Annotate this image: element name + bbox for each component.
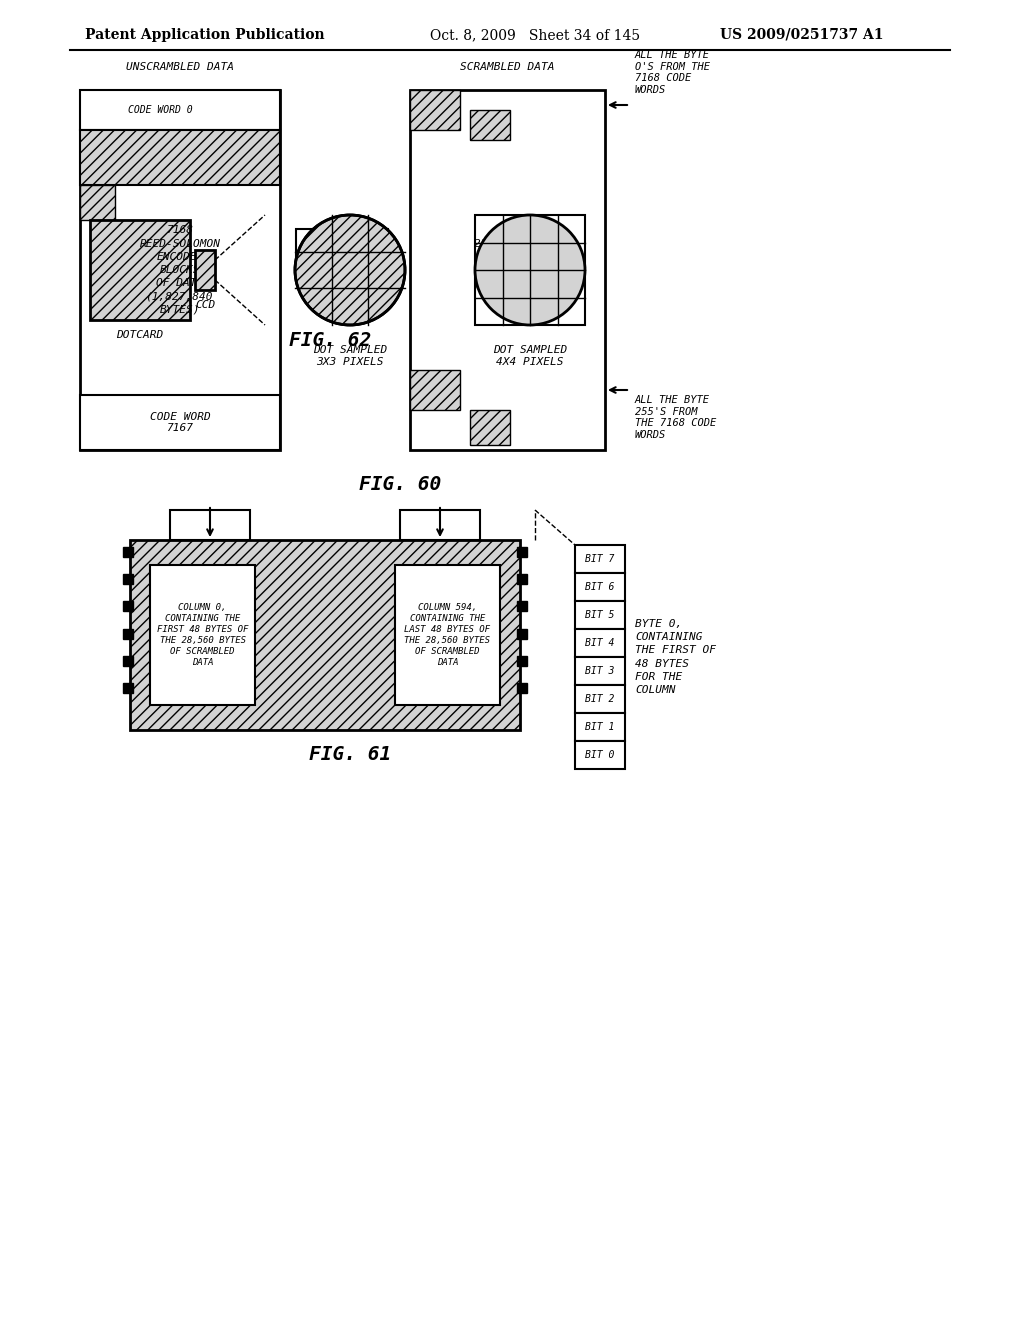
Text: BIT 3: BIT 3 bbox=[586, 667, 614, 676]
Bar bbox=[400, 510, 480, 540]
Bar bbox=[123, 548, 133, 557]
Text: FIG. 62: FIG. 62 bbox=[289, 330, 371, 350]
Text: DOT SAMPLED
3X3 PIXELS: DOT SAMPLED 3X3 PIXELS bbox=[313, 345, 387, 367]
Bar bbox=[123, 682, 133, 693]
Bar bbox=[470, 110, 510, 140]
Bar bbox=[410, 370, 460, 411]
Text: SCRAMBLED DATA: SCRAMBLED DATA bbox=[460, 62, 555, 73]
Bar bbox=[410, 90, 460, 129]
Circle shape bbox=[295, 215, 406, 325]
Text: 255 BLOCKS
EACH 7168
BYTES LONG
(1,827,840
BYTES): 255 BLOCKS EACH 7168 BYTES LONG (1,827,8… bbox=[474, 239, 542, 301]
Bar bbox=[517, 574, 527, 585]
Text: CODE WORD 0: CODE WORD 0 bbox=[128, 106, 193, 115]
Bar bbox=[123, 574, 133, 585]
Bar bbox=[195, 249, 215, 290]
Text: CCD: CCD bbox=[195, 300, 215, 310]
Bar bbox=[575, 601, 625, 630]
Bar bbox=[123, 628, 133, 639]
Text: DOTCARD: DOTCARD bbox=[117, 330, 164, 341]
Bar bbox=[123, 602, 133, 611]
Bar bbox=[80, 395, 280, 450]
Bar bbox=[130, 540, 520, 730]
Text: COLUMN 594,
CONTAINING THE
LAST 48 BYTES OF
THE 28,560 BYTES
OF SCRAMBLED
DATA: COLUMN 594, CONTAINING THE LAST 48 BYTES… bbox=[404, 603, 490, 667]
Text: BIT 1: BIT 1 bbox=[586, 722, 614, 733]
Circle shape bbox=[475, 215, 585, 325]
Text: ALL THE BYTE
255'S FROM
THE 7168 CODE
WORDS: ALL THE BYTE 255'S FROM THE 7168 CODE WO… bbox=[635, 395, 716, 440]
Text: BIT 0: BIT 0 bbox=[586, 750, 614, 760]
Bar bbox=[575, 630, 625, 657]
Bar bbox=[517, 602, 527, 611]
Text: BYTE 0,
CONTAINING
THE FIRST OF
48 BYTES
FOR THE
COLUMN: BYTE 0, CONTAINING THE FIRST OF 48 BYTES… bbox=[635, 619, 716, 696]
Text: BIT 4: BIT 4 bbox=[586, 638, 614, 648]
Text: BIT 7: BIT 7 bbox=[586, 554, 614, 564]
Text: BIT 2: BIT 2 bbox=[586, 694, 614, 704]
Bar bbox=[80, 90, 280, 450]
Bar bbox=[475, 215, 585, 325]
Bar bbox=[517, 548, 527, 557]
Text: Oct. 8, 2009   Sheet 34 of 145: Oct. 8, 2009 Sheet 34 of 145 bbox=[430, 28, 640, 42]
Bar bbox=[150, 565, 255, 705]
Bar bbox=[575, 545, 625, 573]
Bar bbox=[575, 685, 625, 713]
Bar bbox=[80, 185, 115, 220]
Text: BIT 6: BIT 6 bbox=[586, 582, 614, 591]
Bar bbox=[517, 682, 527, 693]
Text: CODE WORD
7167: CODE WORD 7167 bbox=[150, 412, 210, 433]
Text: UNSCRAMBLED DATA: UNSCRAMBLED DATA bbox=[126, 62, 234, 73]
Bar bbox=[575, 573, 625, 601]
Text: Patent Application Publication: Patent Application Publication bbox=[85, 28, 325, 42]
Bar bbox=[410, 90, 605, 450]
Bar bbox=[575, 741, 625, 770]
Text: BIT 5: BIT 5 bbox=[586, 610, 614, 620]
Bar bbox=[395, 565, 500, 705]
Text: SCRAMBLE: SCRAMBLE bbox=[317, 249, 367, 260]
Bar bbox=[575, 657, 625, 685]
Text: FIG. 60: FIG. 60 bbox=[358, 475, 441, 495]
Text: COLUMN 0,
CONTAINING THE
FIRST 48 BYTES OF
THE 28,560 BYTES
OF SCRAMBLED
DATA: COLUMN 0, CONTAINING THE FIRST 48 BYTES … bbox=[157, 603, 248, 667]
Text: ALL THE BYTE
O'S FROM THE
7168 CODE
WORDS: ALL THE BYTE O'S FROM THE 7168 CODE WORD… bbox=[635, 50, 710, 95]
Bar bbox=[470, 411, 510, 445]
Text: DOT SAMPLED
4X4 PIXELS: DOT SAMPLED 4X4 PIXELS bbox=[493, 345, 567, 367]
Bar bbox=[80, 90, 280, 129]
Text: US 2009/0251737 A1: US 2009/0251737 A1 bbox=[720, 28, 884, 42]
Text: 7168
REED-SOLOMON
ENCODED
BLOCKS
OF DATA
(1,827,840
BYTES): 7168 REED-SOLOMON ENCODED BLOCKS OF DATA… bbox=[139, 226, 220, 314]
Bar bbox=[123, 656, 133, 665]
Bar bbox=[80, 129, 280, 185]
Bar bbox=[517, 628, 527, 639]
Bar bbox=[170, 510, 250, 540]
Bar bbox=[517, 656, 527, 665]
Bar bbox=[90, 220, 190, 319]
Text: FIG. 61: FIG. 61 bbox=[309, 746, 391, 764]
Bar bbox=[575, 713, 625, 741]
